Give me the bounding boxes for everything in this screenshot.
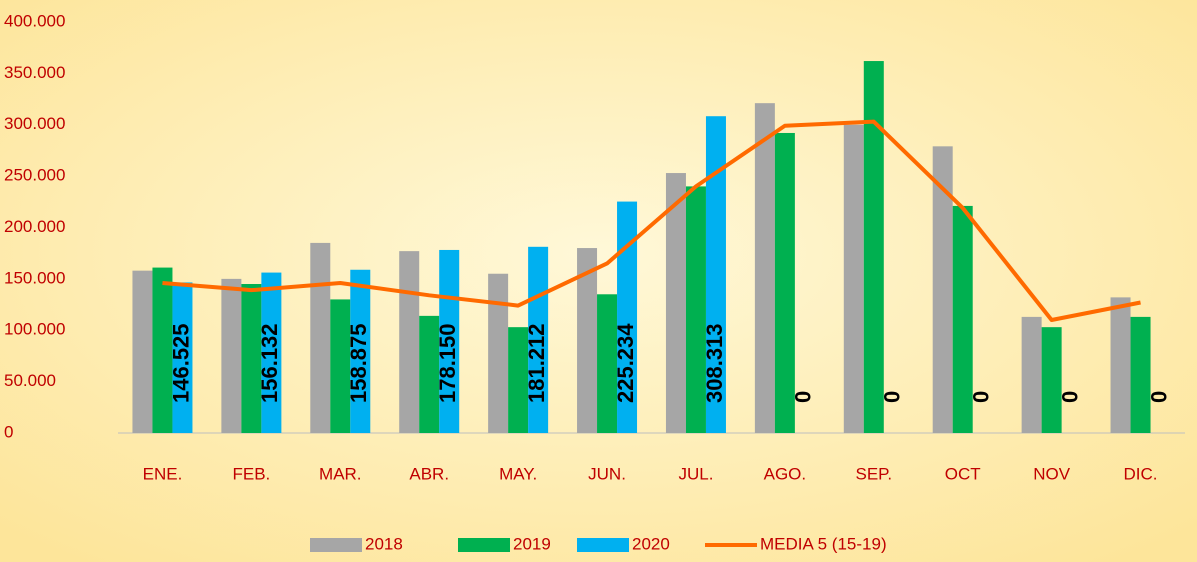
bar (617, 201, 638, 433)
bar (774, 132, 795, 433)
data-label: 0 (1057, 391, 1082, 403)
data-label: 0 (969, 391, 994, 403)
data-label: 146.525 (168, 323, 193, 403)
bar (843, 124, 864, 433)
bar (350, 269, 371, 433)
y-tick-label: 250.000 (4, 166, 65, 185)
bar (665, 173, 686, 434)
data-label: 158.875 (346, 323, 371, 403)
bar (1021, 316, 1042, 433)
bar (330, 299, 351, 433)
bar (132, 270, 153, 433)
bar (863, 61, 884, 434)
bar (577, 248, 598, 433)
data-label: 178.150 (435, 323, 460, 403)
data-label: 181.212 (524, 323, 549, 403)
legend-label: MEDIA 5 (15-19) (760, 534, 887, 553)
bar (932, 146, 953, 433)
line (162, 119, 1141, 322)
bar (754, 103, 775, 434)
bar (241, 284, 262, 433)
bar (261, 272, 282, 433)
y-tick-label: 300.000 (4, 114, 65, 133)
data-label: 0 (1146, 391, 1171, 403)
bar (597, 294, 618, 433)
y-tick-label: 200.000 (4, 217, 65, 236)
x-tick-label: AGO. (764, 464, 807, 483)
x-tick-label: ABR. (409, 464, 449, 483)
legend-swatch (577, 538, 629, 552)
x-tick-label: JUL. (678, 464, 713, 483)
x-tick-label: MAR. (319, 464, 362, 483)
bar (310, 242, 331, 433)
y-tick-label: 350.000 (4, 63, 65, 82)
bar (152, 267, 173, 433)
data-label: 308.313 (702, 323, 727, 403)
bar (1041, 327, 1062, 433)
x-tick-label: JUN. (588, 464, 626, 483)
x-tick-label: OCT (945, 464, 981, 483)
bar (1130, 316, 1151, 433)
y-tick-label: 100.000 (4, 320, 65, 339)
bar (685, 186, 706, 433)
x-tick-label: MAY. (499, 464, 537, 483)
data-label: 156.132 (257, 323, 282, 403)
bar (488, 273, 509, 433)
x-tick-label: DIC. (1124, 464, 1158, 483)
bar (508, 327, 529, 433)
bar (419, 315, 440, 433)
bar (172, 282, 193, 433)
x-tick-label: FEB. (232, 464, 270, 483)
x-tick-label: NOV (1033, 464, 1071, 483)
y-tick-label: 400.000 (4, 11, 65, 30)
legend-swatch (458, 538, 510, 552)
x-tick-label: SEP. (856, 464, 893, 483)
data-label: 0 (791, 391, 816, 403)
data-label: 0 (880, 391, 905, 403)
legend-label: 2018 (365, 534, 403, 553)
y-tick-label: 0 (4, 422, 13, 441)
y-tick-label: 50.000 (4, 371, 56, 390)
bar (221, 278, 242, 433)
legend-label: 2019 (513, 534, 551, 553)
bar (1110, 297, 1131, 433)
y-tick-label: 150.000 (4, 268, 65, 287)
bar (399, 251, 420, 433)
x-tick-label: ENE. (143, 464, 183, 483)
legend-swatch (310, 538, 362, 552)
legend-label: 2020 (632, 534, 670, 553)
bar (705, 116, 726, 434)
data-label: 225.234 (613, 323, 638, 403)
bar (952, 205, 973, 433)
